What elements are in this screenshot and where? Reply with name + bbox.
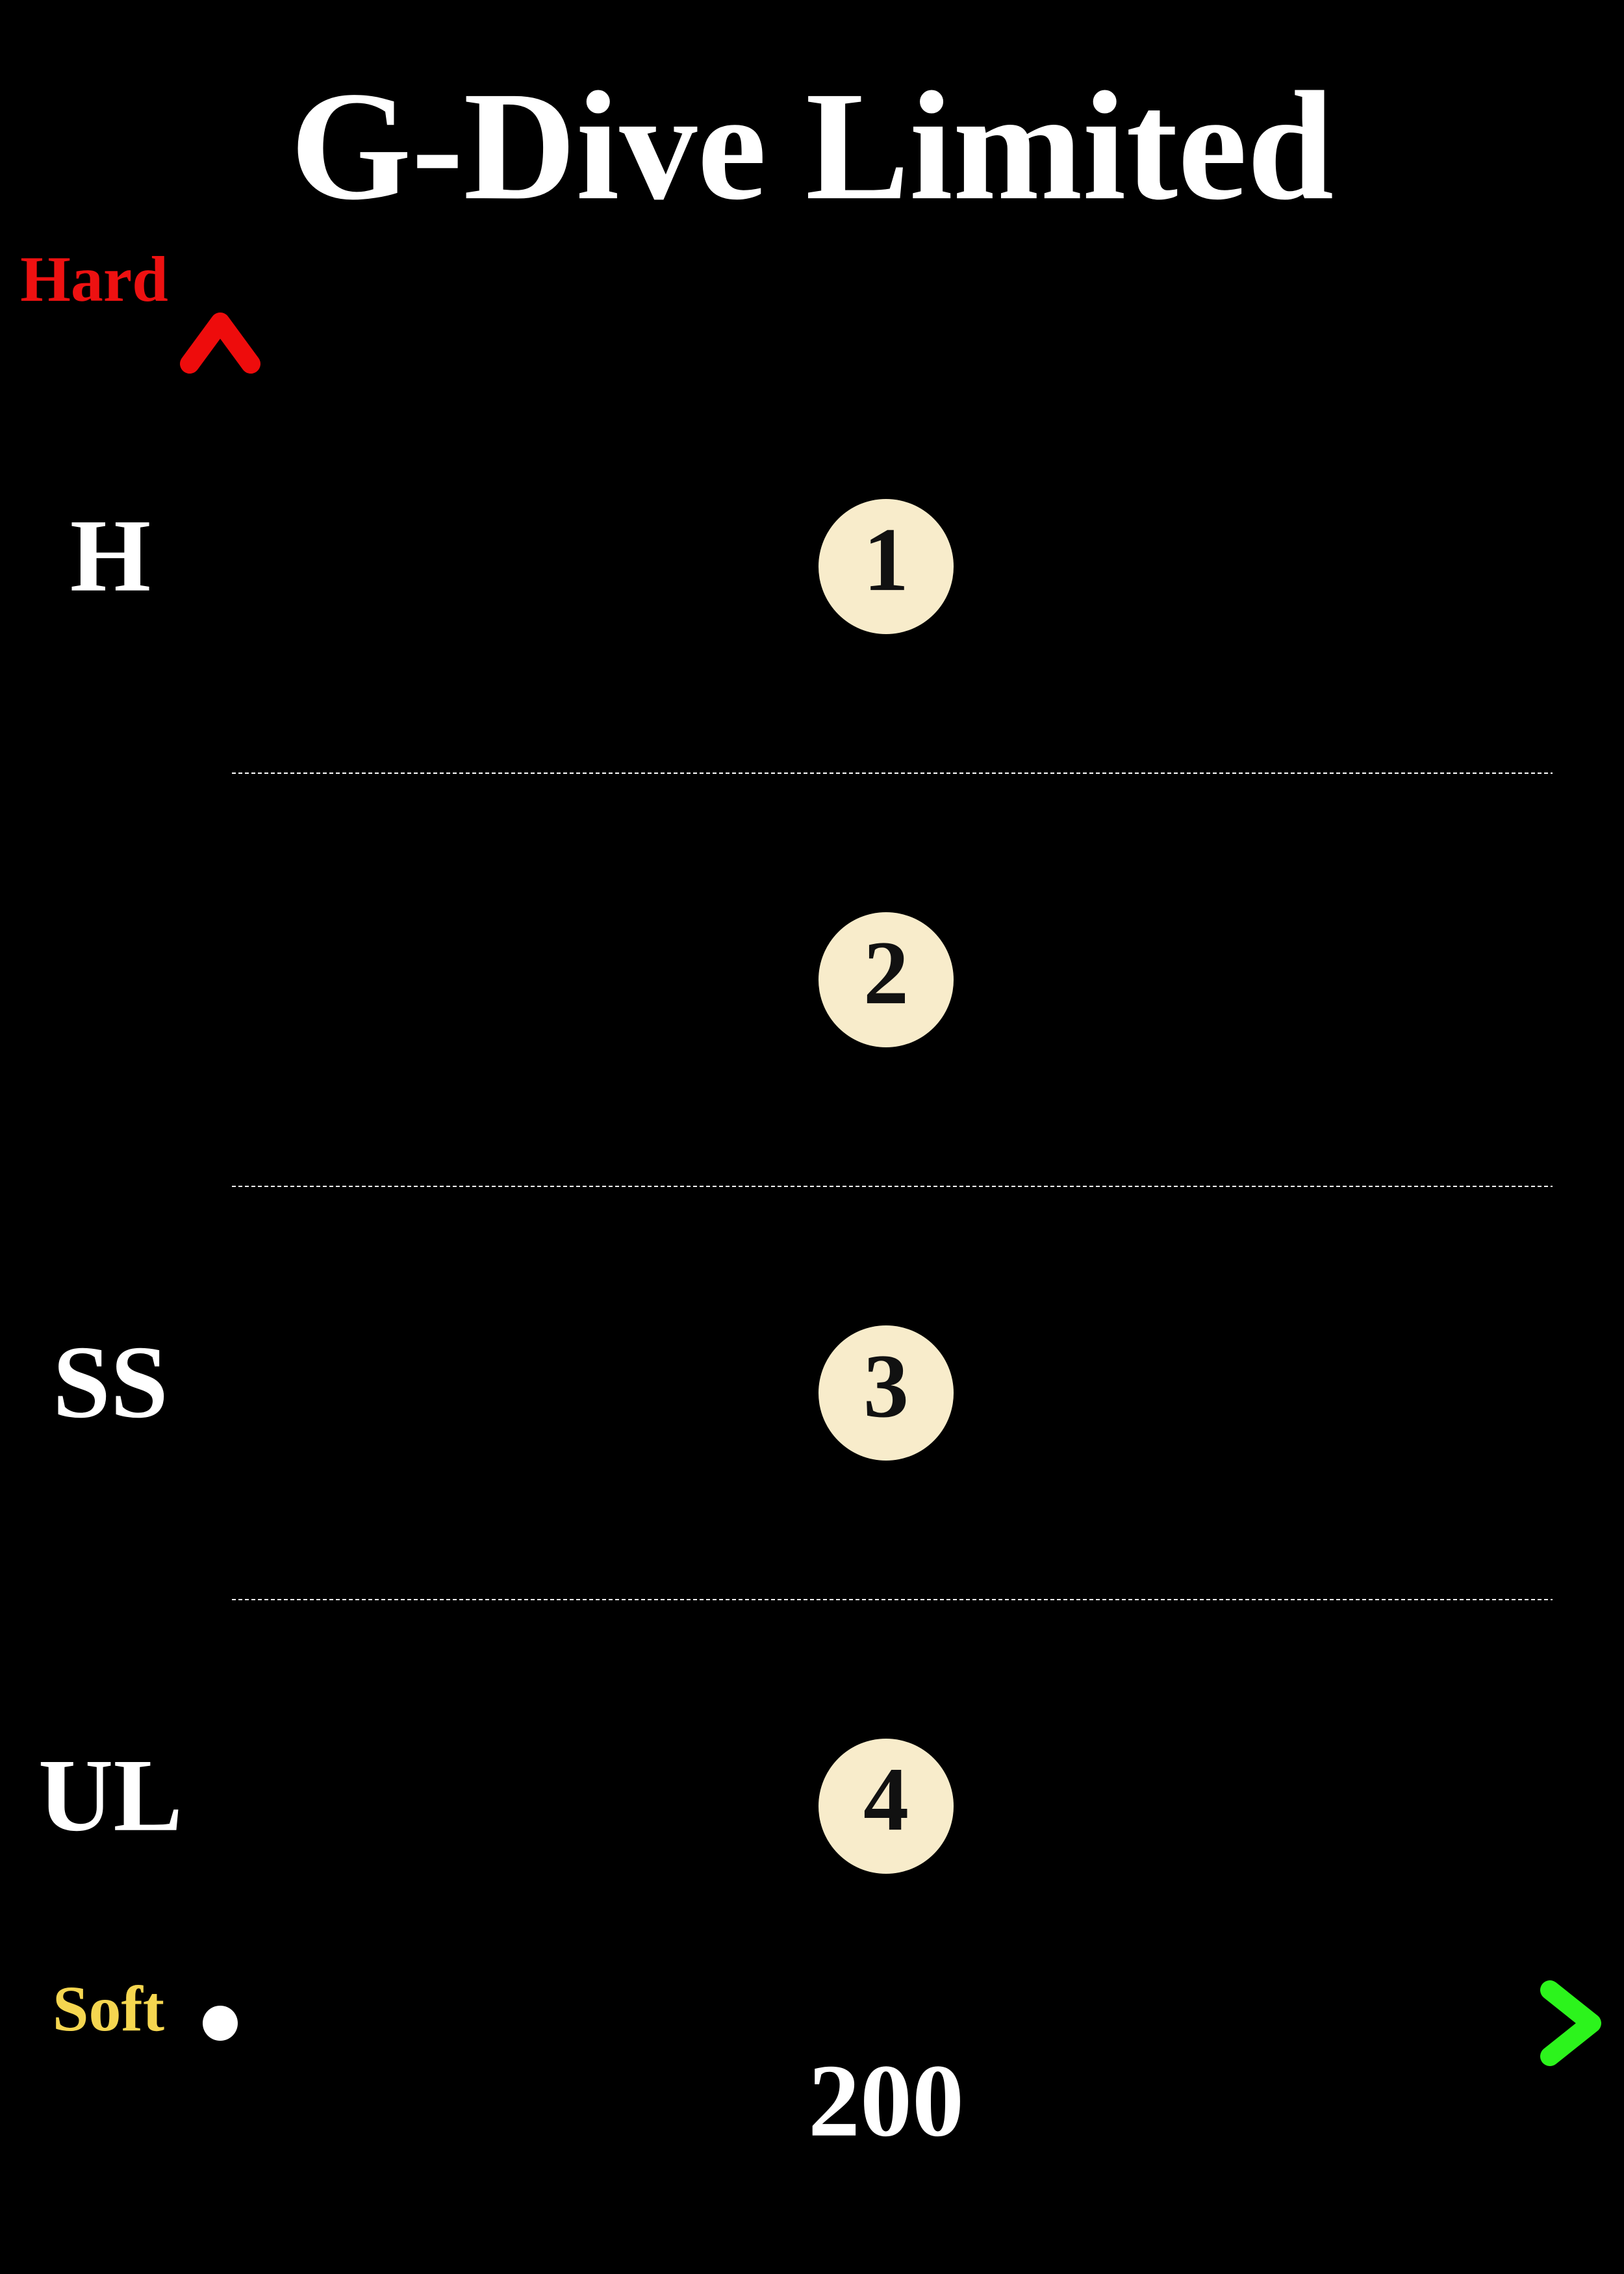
row-label: H	[70, 498, 151, 613]
x-arrowhead	[1540, 1980, 1601, 2066]
row-number: 4	[863, 1749, 909, 1850]
origin-dot	[203, 2006, 238, 2041]
rows: H 1 2 SS 3 UL 4	[38, 498, 954, 1874]
hard-label: Hard	[20, 243, 168, 315]
y-arrowhead	[180, 313, 260, 374]
number-badge	[818, 499, 954, 634]
soft-label: Soft	[53, 1973, 164, 2045]
row-number: 3	[863, 1336, 909, 1437]
row-label: UL	[38, 1737, 183, 1853]
number-badge	[818, 1325, 954, 1461]
x-label: 200	[808, 2043, 964, 2158]
number-badge	[818, 1739, 954, 1874]
row-number: 2	[863, 923, 909, 1023]
row-number: 1	[863, 509, 909, 610]
number-badge	[818, 912, 954, 1047]
title: G-Dive Limited	[290, 59, 1334, 232]
row-label: SS	[53, 1324, 168, 1440]
